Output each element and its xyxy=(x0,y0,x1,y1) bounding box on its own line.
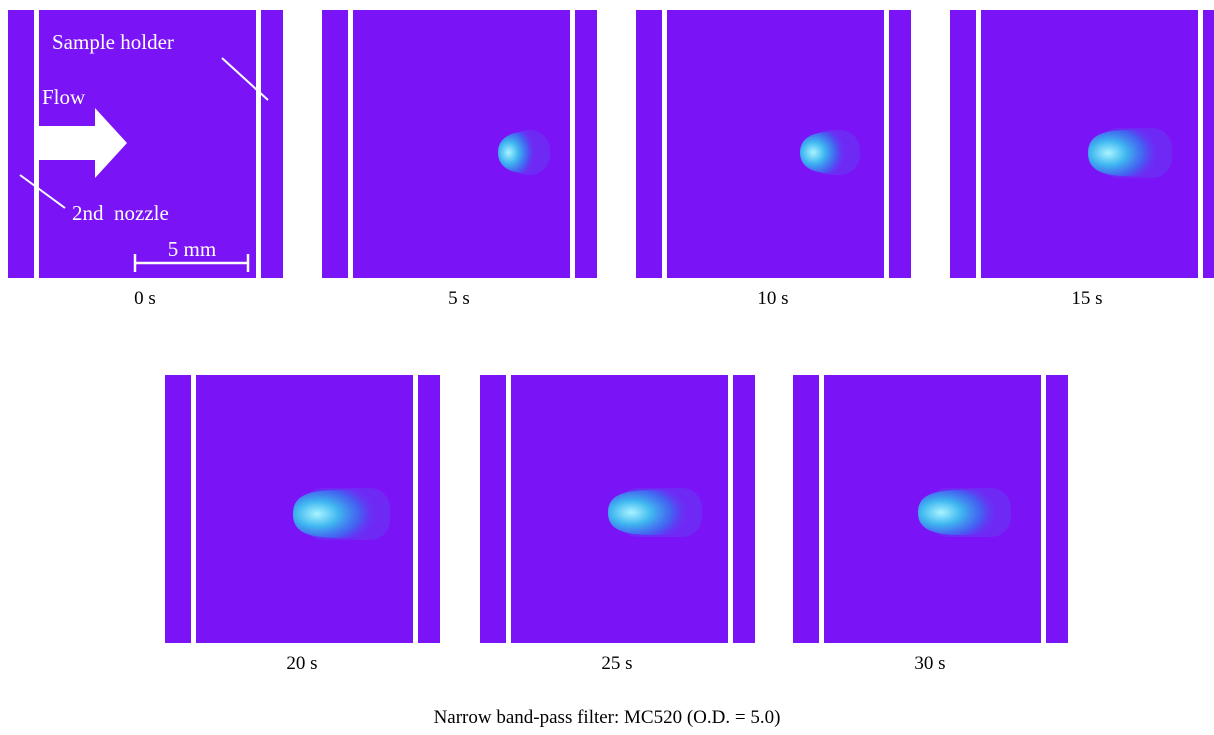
flame xyxy=(608,489,686,536)
annotation: Flow xyxy=(42,85,86,109)
flame xyxy=(1088,129,1156,177)
pointer-line xyxy=(221,57,269,101)
panel-label: 25 s xyxy=(601,653,632,674)
panel-label: 5 s xyxy=(448,288,470,309)
caption: Narrow band-pass filter: MC520 (O.D. = 5… xyxy=(434,707,781,728)
image-panel: 30 s xyxy=(793,375,1068,674)
holder-edge xyxy=(1041,375,1046,643)
annotation: 2nd nozzle xyxy=(72,201,169,225)
panel-label: 0 s xyxy=(134,288,156,309)
image-panel: 15 s xyxy=(950,10,1214,309)
holder-edge xyxy=(413,375,418,643)
holder-edge xyxy=(570,10,575,278)
holder-edge xyxy=(662,10,667,278)
panel-label: 30 s xyxy=(914,653,945,674)
flame xyxy=(800,131,844,174)
image-panel: 10 s xyxy=(636,10,911,309)
holder-edge xyxy=(506,375,511,643)
image-panel: 20 s xyxy=(165,375,440,674)
panels: 0 s 5 s 10 s 15 s 20 s 25 s 30 s xyxy=(8,10,1214,674)
annotation: 5 mm xyxy=(168,237,216,261)
panel-background xyxy=(636,10,911,278)
panel-label: 10 s xyxy=(757,288,788,309)
image-panel: 25 s xyxy=(480,375,755,674)
holder-edge xyxy=(976,10,981,278)
panel-background xyxy=(950,10,1214,278)
holder-edge xyxy=(728,375,733,643)
flame xyxy=(498,131,534,174)
flow-arrow xyxy=(35,108,127,178)
image-panel: 5 s xyxy=(322,10,597,309)
panel-background xyxy=(322,10,597,278)
panel-label: 20 s xyxy=(286,653,317,674)
annotations: Sample holder Flow 2nd nozzle 5 mm xyxy=(19,30,269,272)
holder-edge xyxy=(819,375,824,643)
holder-edge xyxy=(884,10,889,278)
pointer-line xyxy=(19,174,66,209)
holder-edge xyxy=(1198,10,1203,278)
flame xyxy=(293,489,374,539)
panel-label: 15 s xyxy=(1071,288,1102,309)
annotation: Sample holder xyxy=(52,30,174,54)
holder-edge xyxy=(348,10,353,278)
holder-edge xyxy=(191,375,196,643)
holder-edge xyxy=(256,10,261,278)
flame xyxy=(918,489,995,536)
